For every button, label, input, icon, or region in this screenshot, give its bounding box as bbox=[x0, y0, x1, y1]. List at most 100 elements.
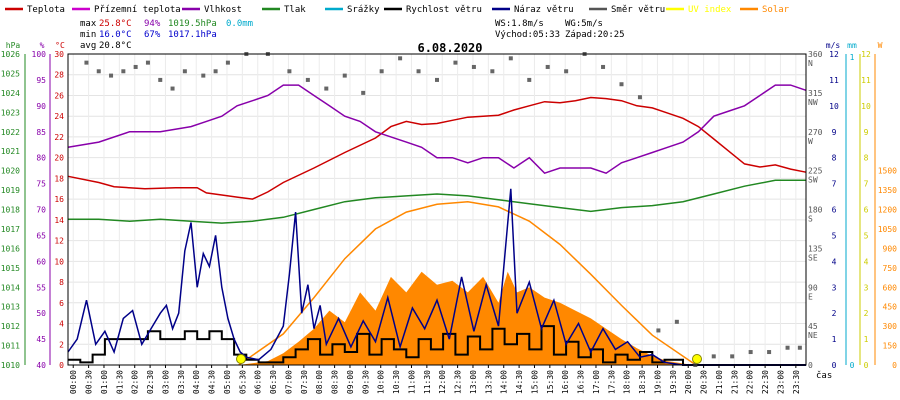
tick-label-temp: 30 bbox=[54, 50, 64, 59]
wind-direction-dot bbox=[96, 69, 101, 74]
tick-label-dir: 180 bbox=[808, 206, 823, 215]
tick-label-ms: 0 bbox=[832, 361, 837, 370]
tick-label-temp: 10 bbox=[54, 257, 64, 266]
wind-direction-dot bbox=[170, 86, 175, 91]
x-tick-label: 05:30 bbox=[238, 370, 247, 394]
sunrise: Východ:05:33 bbox=[495, 30, 560, 40]
legend-label: Srážky bbox=[347, 5, 380, 15]
tick-label-dir-letter: NW bbox=[808, 98, 818, 107]
tick-label-uv: 10 bbox=[861, 102, 871, 111]
tick-label-pct: 95 bbox=[36, 76, 46, 85]
series-line-vlhkost bbox=[67, 84, 807, 175]
axis-unit-mm: mm bbox=[847, 41, 857, 50]
tick-label-ms: 1 bbox=[832, 335, 837, 344]
wind-direction-dot bbox=[564, 69, 569, 74]
wind-direction-dot bbox=[453, 60, 458, 65]
stats-min-press: 1017.1hPa bbox=[168, 30, 217, 40]
x-tick-label: 13:30 bbox=[484, 370, 493, 394]
x-tick-label: 22:00 bbox=[746, 370, 755, 394]
legend-label: Tlak bbox=[284, 5, 306, 15]
tick-label-hpa: 1010 bbox=[1, 361, 20, 370]
tick-label-dir: 360 bbox=[808, 50, 823, 59]
tick-label-uv: 11 bbox=[861, 76, 871, 85]
axis-unit-temp: °C bbox=[55, 41, 65, 50]
wind-direction-dot bbox=[398, 56, 403, 61]
x-axis-label: čas bbox=[816, 370, 832, 381]
tick-label-mm: 1 bbox=[850, 53, 855, 62]
tick-label-dir-letter: S bbox=[808, 215, 813, 224]
x-tick-label: 11:00 bbox=[407, 370, 416, 394]
wind-direction-dot bbox=[416, 69, 421, 74]
stats-rain: 0.0mm bbox=[226, 19, 253, 29]
tick-label-hpa: 1025 bbox=[1, 69, 20, 78]
wind-direction-dot bbox=[201, 73, 206, 78]
sunrise-marker bbox=[236, 354, 246, 364]
x-tick-label: 11:30 bbox=[423, 370, 432, 394]
legend-label: Teplota bbox=[27, 5, 65, 15]
x-tick-label: 23:30 bbox=[792, 370, 801, 394]
x-tick-label: 08:00 bbox=[315, 370, 324, 394]
x-tick-label: 12:00 bbox=[438, 370, 447, 394]
wind-direction-dot bbox=[121, 69, 126, 74]
tick-label-pct: 100 bbox=[32, 50, 47, 59]
tick-label-pct: 40 bbox=[36, 361, 46, 370]
tick-label-ms: 5 bbox=[832, 231, 837, 240]
series-line-tlak bbox=[68, 179, 806, 224]
tick-label-ms: 11 bbox=[829, 76, 839, 85]
tick-label-mm: 0 bbox=[850, 361, 855, 370]
x-tick-label: 21:00 bbox=[715, 370, 724, 394]
tick-label-dir-letter: SW bbox=[808, 176, 818, 185]
stats-min-hum: 67% bbox=[144, 30, 161, 40]
tick-label-pct: 50 bbox=[36, 309, 46, 318]
x-tick-label: 04:00 bbox=[192, 370, 201, 394]
tick-label-temp: 26 bbox=[54, 91, 64, 100]
tick-label-w: 1350 bbox=[878, 186, 897, 195]
tick-label-w: 450 bbox=[883, 303, 898, 312]
tick-label-hpa: 1013 bbox=[1, 303, 20, 312]
tick-label-w: 750 bbox=[883, 264, 898, 273]
tick-label-w: 900 bbox=[883, 244, 898, 253]
tick-label-ms: 2 bbox=[832, 309, 837, 318]
axes-layer: hPa1010101110121013101410151016101710181… bbox=[1, 41, 897, 394]
x-tick-label: 18:00 bbox=[623, 370, 632, 394]
wind-direction-dot bbox=[748, 350, 753, 355]
tick-label-hpa: 1014 bbox=[1, 283, 20, 292]
tick-label-w: 300 bbox=[883, 322, 898, 331]
tick-label-temp: 24 bbox=[54, 112, 64, 121]
tick-label-ms: 10 bbox=[829, 102, 839, 111]
x-tick-label: 16:00 bbox=[561, 370, 570, 394]
stats-avg-label: avg bbox=[80, 41, 96, 51]
x-tick-label: 19:00 bbox=[653, 370, 662, 394]
stats-max-temp: 25.8°C bbox=[99, 19, 132, 29]
wind-direction-dot bbox=[287, 69, 292, 74]
axis-unit-w: W bbox=[878, 41, 883, 50]
wind-wg: WG:5m/s bbox=[565, 19, 603, 29]
tick-label-ms: 8 bbox=[832, 154, 837, 163]
tick-label-pct: 75 bbox=[36, 180, 46, 189]
wind-direction-dot bbox=[471, 64, 476, 69]
x-tick-label: 20:00 bbox=[684, 370, 693, 394]
chart-title: 6.08.2020 bbox=[417, 41, 482, 55]
x-tick-label: 08:30 bbox=[331, 370, 340, 394]
tick-label-dir: 0 bbox=[808, 361, 813, 370]
tick-label-dir: 315 bbox=[808, 89, 823, 98]
tick-label-dir-letter: SE bbox=[808, 253, 818, 262]
x-tick-label: 01:00 bbox=[100, 370, 109, 394]
wind-direction-dot bbox=[767, 350, 772, 355]
wind-direction-dot bbox=[435, 77, 439, 82]
wind-direction-dot bbox=[527, 77, 532, 82]
wind-direction-dot bbox=[508, 56, 513, 61]
wind-direction-dot bbox=[182, 69, 187, 74]
axis-unit-pct: % bbox=[40, 41, 45, 50]
wind-direction-dot bbox=[797, 345, 802, 350]
tick-label-ms: 3 bbox=[832, 283, 837, 292]
tick-label-hpa: 1017 bbox=[1, 225, 20, 234]
x-tick-label: 17:00 bbox=[592, 370, 601, 394]
tick-label-temp: 8 bbox=[59, 278, 64, 287]
tick-label-temp: 2 bbox=[59, 340, 64, 349]
wind-direction-dot bbox=[490, 69, 495, 74]
tick-label-uv: 0 bbox=[864, 361, 869, 370]
wind-direction-dot bbox=[324, 86, 329, 91]
tick-label-hpa: 1022 bbox=[1, 128, 20, 137]
